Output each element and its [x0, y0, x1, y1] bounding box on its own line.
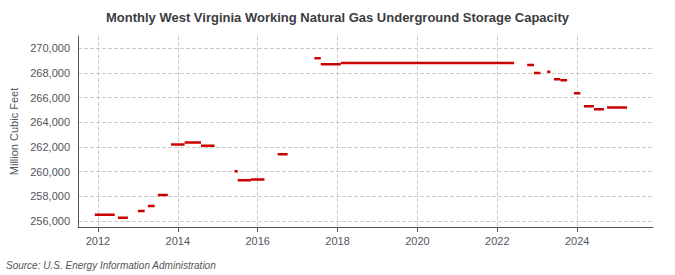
svg-text:270,000: 270,000	[30, 42, 70, 54]
svg-text:2012: 2012	[86, 235, 110, 247]
svg-text:262,000: 262,000	[30, 141, 70, 153]
svg-text:264,000: 264,000	[30, 116, 70, 128]
svg-text:2022: 2022	[485, 235, 509, 247]
svg-text:260,000: 260,000	[30, 166, 70, 178]
svg-text:Million Cubic Feet: Million Cubic Feet	[8, 88, 20, 175]
svg-text:2018: 2018	[325, 235, 349, 247]
svg-text:2016: 2016	[245, 235, 269, 247]
svg-text:256,000: 256,000	[30, 215, 70, 227]
svg-text:266,000: 266,000	[30, 92, 70, 104]
svg-text:268,000: 268,000	[30, 67, 70, 79]
svg-text:2020: 2020	[405, 235, 429, 247]
svg-text:258,000: 258,000	[30, 190, 70, 202]
svg-text:2014: 2014	[166, 235, 190, 247]
svg-text:Source: U.S. Energy Informatio: Source: U.S. Energy Information Administ…	[6, 260, 216, 271]
svg-text:Monthly West Virginia Working: Monthly West Virginia Working Natural Ga…	[106, 10, 570, 25]
svg-text:2024: 2024	[565, 235, 589, 247]
